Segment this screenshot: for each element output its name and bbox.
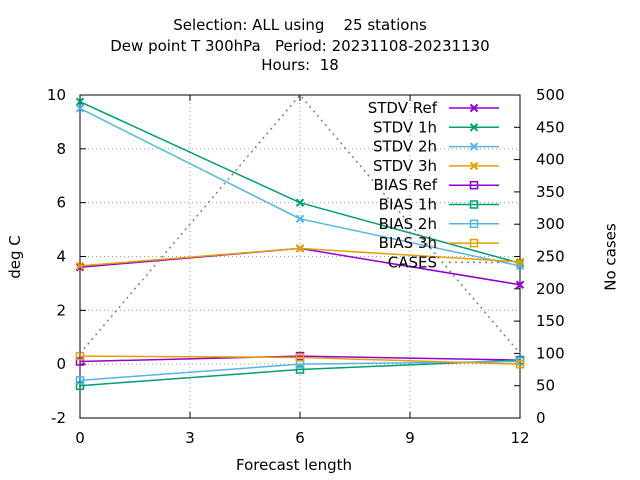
y2-tick-label: 350 [536, 183, 565, 201]
data-point-stdv-1h [75, 97, 85, 106]
chart-title-line-1: Selection: ALL using 25 stations [173, 16, 427, 34]
data-point-stdv-1h [295, 198, 305, 207]
series-line-cases [79, 93, 521, 354]
data-point-bias-1h [295, 365, 305, 374]
legend-label-cases: CASES [388, 253, 437, 271]
y-tick-label: 0 [56, 355, 66, 373]
legend-label-stdv-ref: STDV Ref [368, 99, 438, 117]
x-tick-label: 3 [185, 429, 195, 447]
legend-marker-bias-2h [469, 219, 479, 229]
data-point-stdv-3h [75, 261, 85, 271]
legend-label-stdv-2h: STDV 2h [373, 138, 437, 156]
y-tick-label: -2 [51, 409, 66, 427]
marker-stroke [469, 142, 479, 151]
data-point-bias-2h [75, 376, 85, 385]
data-point-stdv-3h [295, 244, 305, 253]
y2-tick-label: 400 [536, 151, 565, 169]
marker-stroke [75, 104, 85, 113]
series-stdv-3h [75, 244, 525, 271]
marker-stroke [75, 261, 85, 271]
legend-label-bias-3h: BIAS 3h [379, 234, 437, 252]
y-tick-label: 4 [56, 248, 66, 266]
x-axis-label: Forecast length [236, 456, 353, 474]
data-point-stdv-2h [295, 214, 305, 224]
data-point-bias-3h [295, 353, 305, 362]
chart-title-line-2: Dew point T 300hPa Period: 20231108-2023… [110, 37, 490, 55]
y2-tick-label: 200 [536, 280, 565, 298]
legend-marker-stdv-1h [469, 123, 479, 132]
marker-stroke [75, 97, 85, 106]
x-tick-label: 0 [75, 429, 85, 447]
data-point-stdv-2h [75, 104, 85, 113]
legend-label-stdv-1h: STDV 1h [373, 118, 437, 136]
y-tick-label: 2 [56, 301, 66, 319]
data-point-bias-ref [75, 357, 85, 366]
data-point-bias-1h [75, 381, 85, 390]
legend-label-bias-ref: BIAS Ref [373, 176, 437, 194]
legend-marker-stdv-ref [469, 103, 479, 113]
y2-tick-label: 300 [536, 215, 565, 233]
data-point-bias-3h [515, 359, 525, 369]
x-tick-label: 12 [510, 429, 529, 447]
legend-marker-stdv-2h [469, 142, 479, 151]
y-axis-label: deg C [5, 235, 24, 279]
y2-tick-label: 0 [536, 409, 546, 427]
marker-stroke [295, 214, 305, 224]
series-line-bias-2h [79, 360, 521, 382]
marker-stroke [515, 257, 525, 267]
legend-label-bias-1h: BIAS 1h [379, 196, 437, 214]
y2-tick-label: 150 [536, 312, 565, 330]
y2-tick-label: 50 [536, 377, 555, 395]
marker-stroke [469, 103, 479, 113]
legend-marker-bias-3h [469, 238, 479, 248]
data-point-stdv-ref [515, 280, 525, 289]
legend-marker-bias-1h [469, 200, 479, 209]
series-cases [79, 93, 521, 354]
marker-stroke [469, 161, 479, 171]
marker-stroke [469, 123, 479, 132]
chart-title-line-3: Hours: 18 [261, 56, 339, 74]
x-tick-label: 6 [295, 429, 305, 447]
data-point-stdv-3h [515, 257, 525, 267]
y-tick-label: 10 [47, 86, 66, 104]
y2-tick-label: 450 [536, 118, 565, 136]
y2-tick-label: 100 [536, 344, 565, 362]
legend-label-stdv-3h: STDV 3h [373, 157, 437, 175]
marker-stroke [515, 280, 525, 289]
series-line-bias-3h [79, 355, 521, 365]
legend-marker-bias-ref [469, 180, 479, 190]
legend-marker-stdv-3h [469, 161, 479, 171]
marker-stroke [295, 244, 305, 253]
y2-axis-label: No cases [601, 223, 620, 291]
y-tick-label: 8 [56, 140, 66, 158]
marker-stroke [295, 198, 305, 207]
x-tick-label: 9 [405, 429, 415, 447]
series-line-bias-ref [79, 355, 521, 363]
legend-label-bias-2h: BIAS 2h [379, 215, 437, 233]
y-tick-label: 6 [56, 194, 66, 212]
y2-tick-label: 250 [536, 248, 565, 266]
series-line-bias-1h [79, 359, 521, 387]
y2-tick-label: 500 [536, 86, 565, 104]
